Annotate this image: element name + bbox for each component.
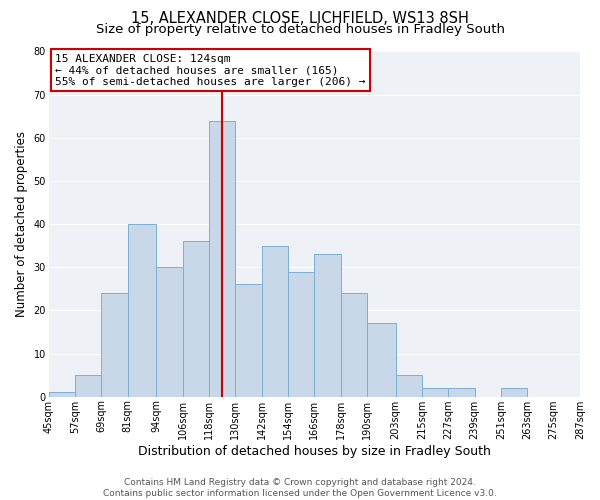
Bar bbox=[156, 267, 182, 396]
Bar bbox=[501, 388, 527, 396]
Bar bbox=[209, 120, 235, 396]
Bar bbox=[288, 272, 314, 396]
Bar bbox=[367, 324, 395, 396]
Bar bbox=[101, 293, 128, 397]
Text: 15, ALEXANDER CLOSE, LICHFIELD, WS13 8SH: 15, ALEXANDER CLOSE, LICHFIELD, WS13 8SH bbox=[131, 11, 469, 26]
Text: Size of property relative to detached houses in Fradley South: Size of property relative to detached ho… bbox=[95, 22, 505, 36]
Bar bbox=[314, 254, 341, 396]
Bar bbox=[395, 375, 422, 396]
Bar bbox=[448, 388, 475, 396]
Bar bbox=[235, 284, 262, 397]
Bar bbox=[422, 388, 448, 396]
Bar bbox=[341, 293, 367, 397]
Bar bbox=[182, 242, 209, 396]
Y-axis label: Number of detached properties: Number of detached properties bbox=[15, 131, 28, 317]
Bar bbox=[75, 375, 101, 396]
Bar bbox=[49, 392, 75, 396]
Text: 15 ALEXANDER CLOSE: 124sqm
← 44% of detached houses are smaller (165)
55% of sem: 15 ALEXANDER CLOSE: 124sqm ← 44% of deta… bbox=[55, 54, 366, 87]
Text: Contains HM Land Registry data © Crown copyright and database right 2024.
Contai: Contains HM Land Registry data © Crown c… bbox=[103, 478, 497, 498]
Bar bbox=[262, 246, 288, 396]
X-axis label: Distribution of detached houses by size in Fradley South: Distribution of detached houses by size … bbox=[138, 444, 491, 458]
Bar bbox=[128, 224, 156, 396]
